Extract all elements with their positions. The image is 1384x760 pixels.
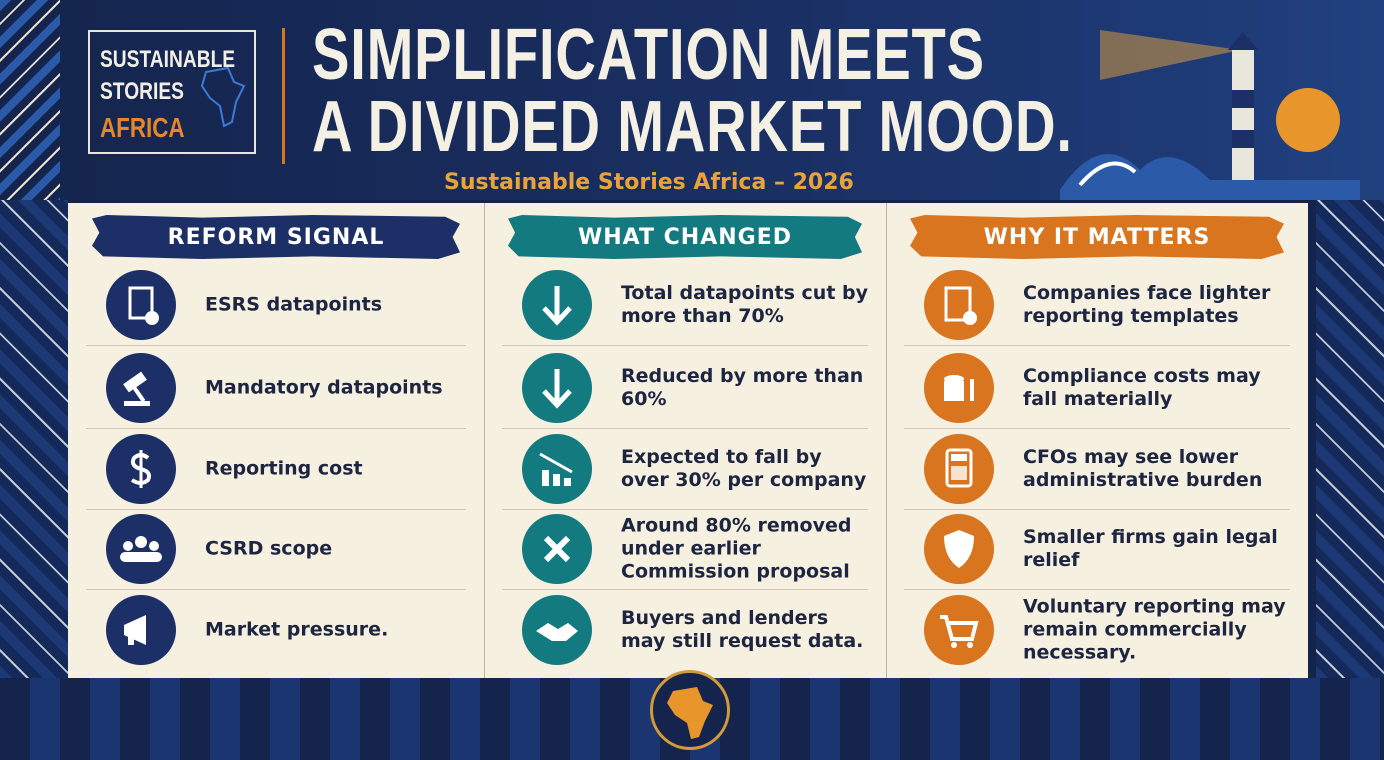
icon — [522, 270, 592, 340]
icon — [106, 595, 176, 665]
cell-text: Around 80% removed under earlier Commiss… — [621, 514, 852, 583]
row-separator — [502, 509, 868, 510]
icon — [924, 353, 994, 423]
column-header: WHAT CHANGED — [508, 215, 862, 259]
row-separator — [904, 589, 1290, 590]
column-divider — [484, 203, 485, 678]
icon-glyph — [522, 270, 592, 340]
cell-text: Expected to fall by over 30% per company — [621, 446, 867, 491]
icon — [924, 434, 994, 504]
icon-glyph — [924, 595, 994, 665]
row-separator — [86, 345, 466, 346]
icon-glyph — [522, 595, 592, 665]
icon-glyph — [522, 434, 592, 504]
icon-glyph — [106, 353, 176, 423]
logo-line: AFRICA — [100, 112, 185, 143]
row-separator — [904, 345, 1290, 346]
lighthouse-scene — [1060, 30, 1360, 200]
subtitle: Sustainable Stories Africa – 2026 — [444, 170, 854, 195]
divider-bar — [282, 28, 285, 164]
emblem — [650, 670, 730, 750]
title-line: A DIVIDED MARKET MOOD. — [312, 87, 1073, 167]
pattern — [0, 0, 60, 200]
icon-glyph — [106, 270, 176, 340]
row-separator — [86, 509, 466, 510]
icon — [924, 595, 994, 665]
column-header: REFORM SIGNAL — [92, 215, 460, 259]
icon — [924, 270, 994, 340]
cell-text: Mandatory datapoints — [205, 376, 443, 399]
africa-map — [667, 687, 713, 739]
cell-text: CSRD scope — [205, 537, 333, 560]
icon — [522, 353, 592, 423]
icon — [106, 270, 176, 340]
icon — [522, 595, 592, 665]
icon — [106, 353, 176, 423]
title-line: SIMPLIFICATION MEETS — [312, 15, 985, 95]
row-separator — [502, 428, 868, 429]
row-separator — [86, 589, 466, 590]
row-separator — [502, 589, 868, 590]
cell-text: CFOs may see lower administrative burden — [1023, 446, 1263, 491]
table-panel: REFORM SIGNAL ESRS datapoints Mandatory da… — [68, 203, 1308, 678]
cell-text: Companies face lighter reporting templat… — [1023, 282, 1271, 327]
column-header: WHY IT MATTERS — [910, 215, 1284, 259]
cell-text: Reduced by more than 60% — [621, 365, 864, 410]
logo-line: SUSTAINABLE — [100, 46, 236, 73]
icon — [522, 434, 592, 504]
icon-glyph — [924, 353, 994, 423]
cell-text: Smaller firms gain legal relief — [1023, 526, 1278, 571]
icon-glyph — [924, 514, 994, 584]
icon-glyph — [106, 434, 176, 504]
cell-text: Reporting cost — [205, 457, 363, 480]
row-separator — [904, 509, 1290, 510]
cell-text: Market pressure. — [205, 618, 389, 641]
row-separator — [904, 428, 1290, 429]
cell-text: Buyers and lenders may still request dat… — [621, 607, 864, 652]
logo-line: STORIES — [100, 78, 184, 105]
icon-glyph — [106, 595, 176, 665]
logo: SUSTAINABLE STORIES AFRICA — [88, 30, 256, 154]
pattern — [0, 200, 68, 680]
pattern — [1316, 200, 1384, 680]
row-separator — [502, 345, 868, 346]
row-separator — [86, 428, 466, 429]
cell-text: Compliance costs may fall materially — [1023, 365, 1261, 410]
icon-glyph — [924, 434, 994, 504]
icon — [106, 434, 176, 504]
icon-glyph — [106, 514, 176, 584]
africa-map — [200, 66, 246, 128]
cell-text: ESRS datapoints — [205, 293, 383, 316]
icon — [924, 514, 994, 584]
icon-glyph — [522, 514, 592, 584]
icon-glyph — [924, 270, 994, 340]
sun — [1276, 88, 1340, 152]
cell-text: Total datapoints cut by more than 70% — [621, 282, 869, 327]
icon — [106, 514, 176, 584]
column-divider — [886, 203, 887, 678]
icon-glyph — [522, 353, 592, 423]
cell-text: Voluntary reporting may remain commercia… — [1023, 595, 1286, 664]
icon — [522, 514, 592, 584]
